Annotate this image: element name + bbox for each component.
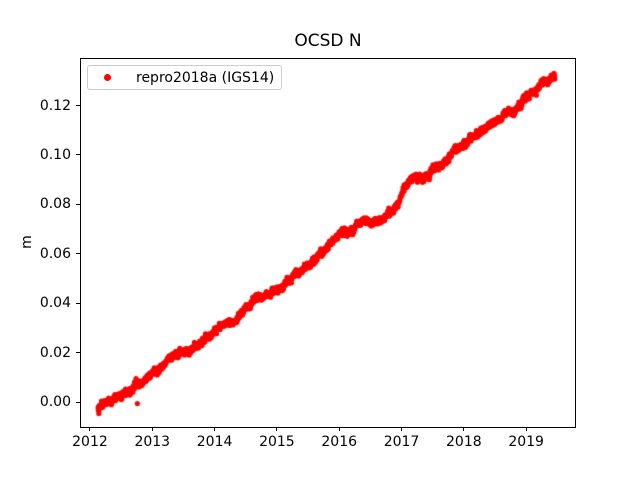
legend-label: repro2018a (IGS14)	[136, 69, 275, 86]
legend: repro2018a (IGS14)	[87, 65, 282, 90]
y-tick-mark	[76, 105, 80, 107]
y-tick-label: 0.08	[39, 196, 71, 213]
y-tick-mark	[76, 352, 80, 354]
x-tick-label: 2017	[383, 434, 420, 451]
y-tick-label: 0.00	[39, 394, 71, 410]
x-tick-label: 2018	[446, 434, 482, 451]
x-tick-label: 2012	[72, 434, 108, 451]
x-tick-mark	[338, 427, 340, 432]
x-tick-mark	[401, 427, 403, 432]
y-tick-mark	[76, 203, 80, 205]
x-tick-label: 2019	[508, 434, 544, 451]
y-tick-label: 0.04	[39, 295, 71, 312]
x-tick-mark	[463, 427, 465, 432]
x-tick-label: 2015	[259, 434, 295, 451]
y-tick-label: 0.10	[39, 146, 71, 163]
x-tick-mark	[214, 427, 216, 432]
x-tick-mark	[276, 427, 278, 432]
y-tick-mark	[76, 154, 80, 156]
y-tick-label: 0.06	[39, 245, 71, 262]
x-tick-label: 2013	[134, 434, 171, 451]
y-tick-mark	[76, 253, 80, 255]
x-tick-label: 2016	[321, 434, 358, 451]
y-tick-mark	[76, 302, 80, 304]
legend-marker-icon	[104, 74, 111, 81]
x-tick-label: 2014	[196, 434, 233, 451]
y-tick-mark	[76, 401, 80, 403]
y-tick-label: 0.12	[39, 97, 71, 114]
x-tick-mark	[151, 427, 153, 432]
x-tick-mark	[525, 427, 527, 432]
x-tick-mark	[89, 427, 91, 432]
y-tick-label: 0.02	[39, 344, 71, 361]
